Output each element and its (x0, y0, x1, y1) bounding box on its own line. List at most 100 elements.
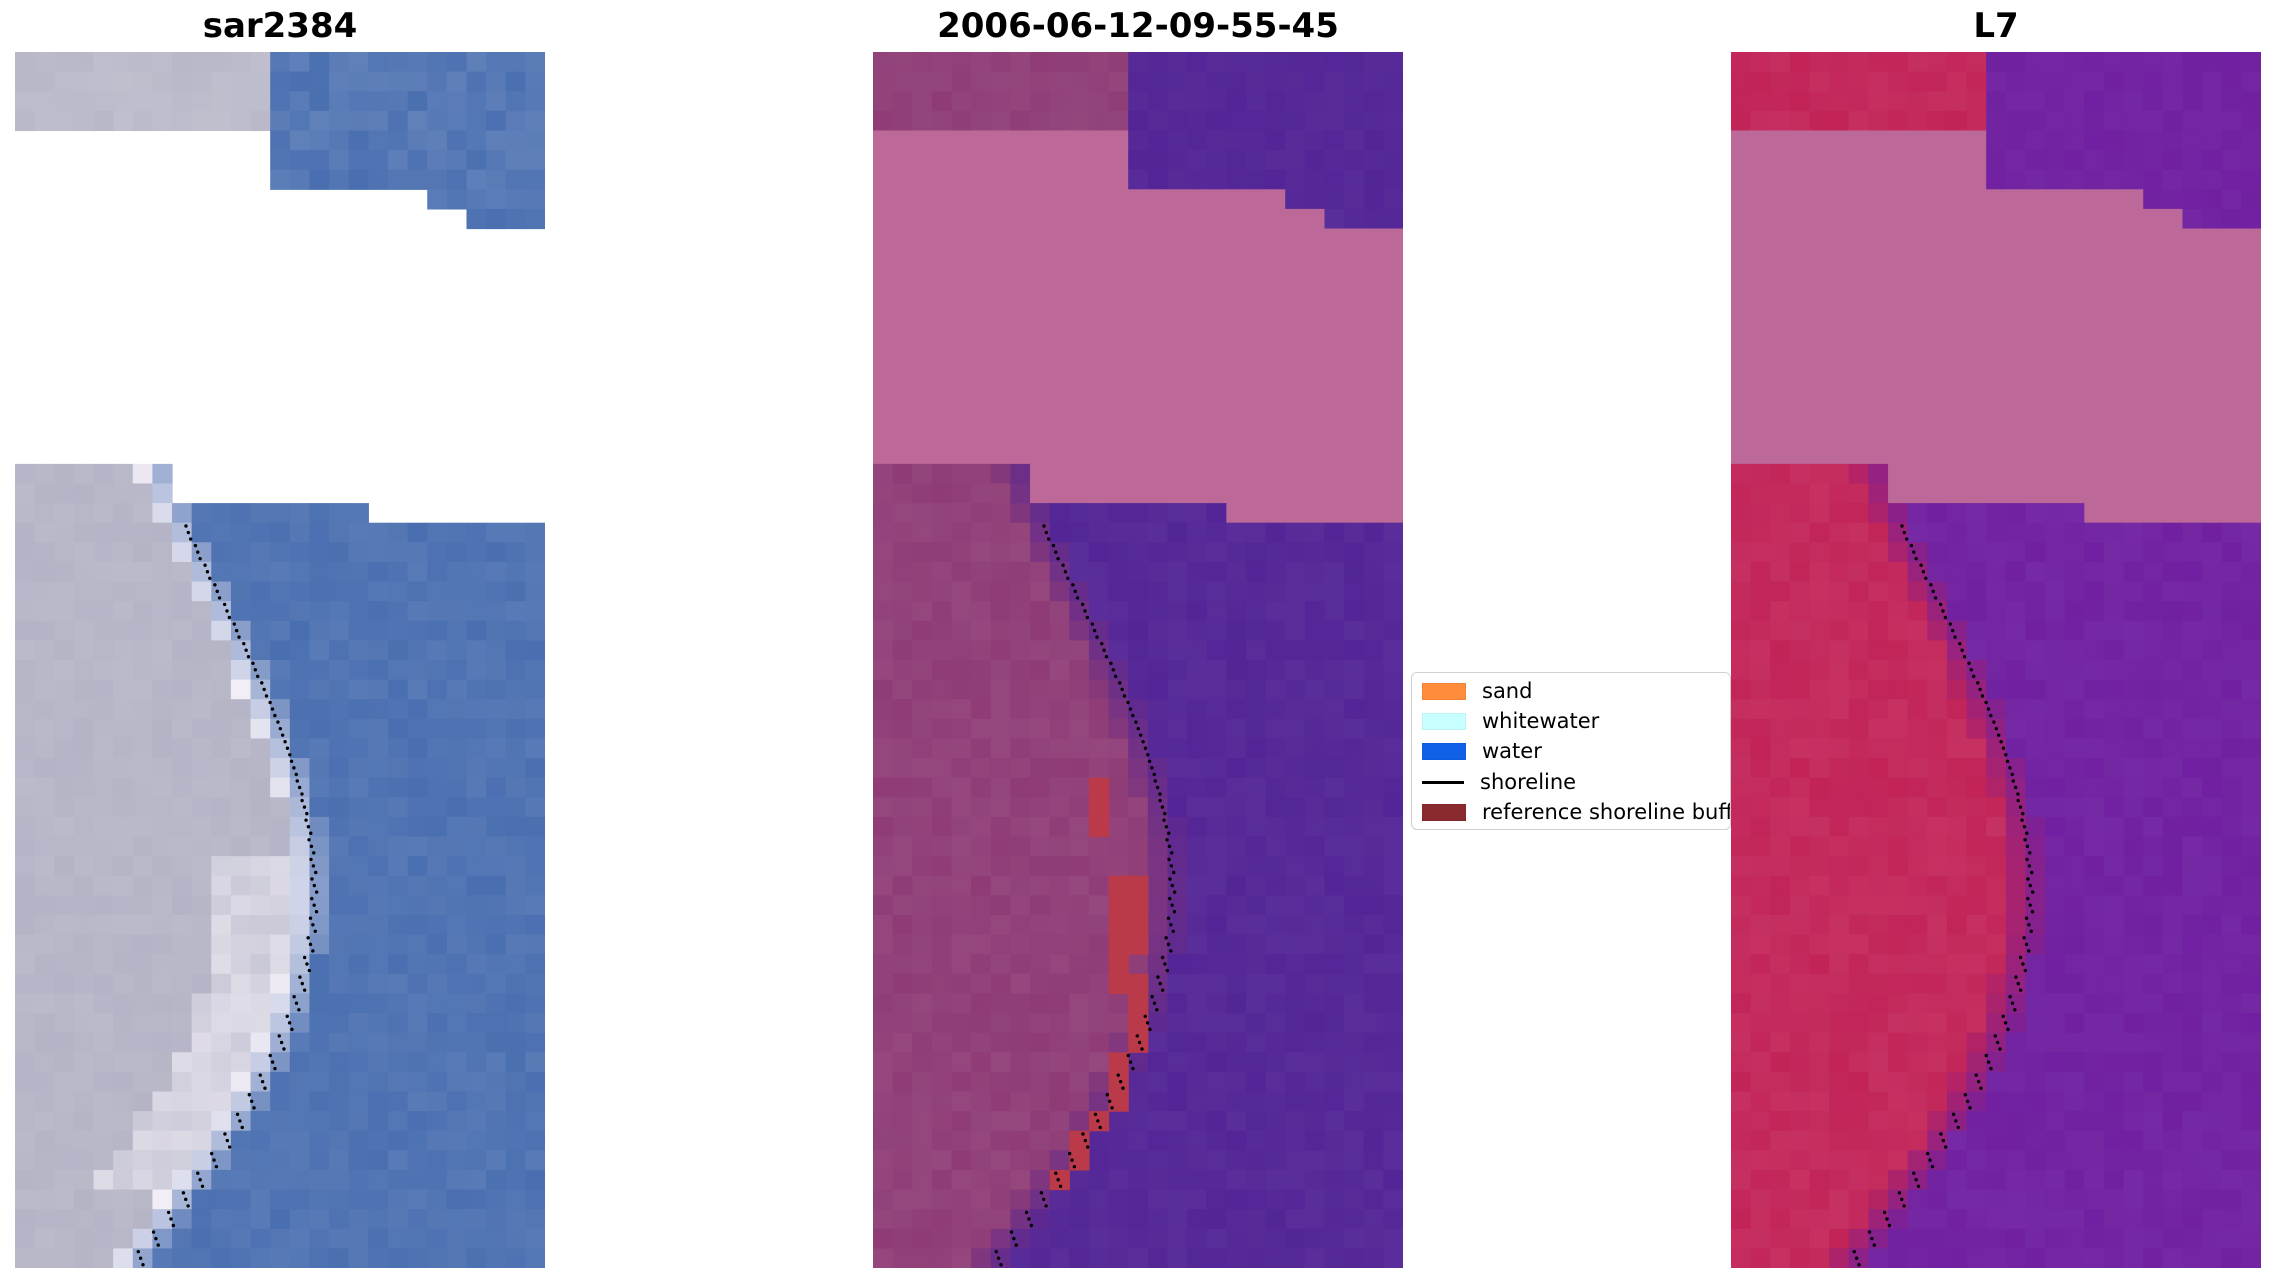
pixel-cell (211, 1189, 232, 1210)
pixel-cell (348, 581, 369, 602)
shoreline-dot (292, 766, 296, 770)
nodata-cell (1750, 424, 1771, 445)
nodata-cell (2103, 444, 2125, 465)
pixel-cell (309, 1013, 330, 1034)
pixel-cell (2182, 581, 2203, 602)
pixel-cell (1010, 797, 1031, 818)
pixel-cell (2084, 816, 2105, 838)
pixel-cell (2202, 620, 2223, 641)
pixel-cell (2045, 679, 2066, 700)
nodata-cell (1750, 189, 1771, 210)
pixel-cell (387, 1130, 409, 1151)
pixel-cell (1809, 679, 1830, 700)
pixel-cell (912, 758, 933, 779)
pixel-cell (152, 993, 173, 1014)
pixel-cell (466, 1189, 487, 1210)
pixel-cell (289, 816, 311, 838)
pixel-cell (309, 1091, 330, 1112)
pixel-cell (1226, 954, 1247, 975)
nodata-cell (2005, 326, 2027, 347)
nodata-cell (1927, 346, 1948, 367)
shoreline-dot (1075, 596, 1080, 600)
pixel-cell (1147, 52, 1169, 73)
pixel-cell (1245, 1189, 1267, 1210)
pixel-cell (525, 1189, 545, 1210)
pixel-cell (1167, 797, 1188, 818)
pixel-cell (1206, 856, 1227, 877)
nodata-cell (1010, 405, 1031, 426)
pixel-cell (912, 973, 933, 995)
nodata-cell (951, 228, 972, 249)
nodata-cell (1108, 130, 1129, 151)
pixel-cell (93, 640, 114, 661)
pixel-cell (1907, 1209, 1928, 1230)
shoreline-dot (1128, 1060, 1133, 1064)
pixel-cell (2241, 1150, 2261, 1171)
pixel-cell (971, 503, 992, 524)
pixel-cell (1927, 699, 1948, 720)
pixel-cell (971, 463, 992, 485)
pixel-cell (1848, 836, 1870, 857)
pixel-cell (1770, 797, 1791, 818)
pixel-cell (1946, 542, 1968, 563)
nodata-cell (892, 228, 913, 249)
pixel-cell (2221, 738, 2242, 759)
nodata-cell (1010, 130, 1031, 151)
pixel-cell (1750, 1091, 1771, 1112)
pixel-cell (2162, 189, 2184, 210)
pixel-cell (912, 601, 933, 622)
pixel-cell (466, 1130, 487, 1151)
pixel-cell (2221, 718, 2242, 740)
pixel-cell (1829, 758, 1850, 779)
pixel-cell (1927, 758, 1948, 779)
nodata-cell (2084, 248, 2105, 269)
pixel-cell (1344, 208, 1365, 230)
pixel-cell (191, 71, 212, 92)
nodata-cell (2143, 208, 2164, 230)
shoreline-dot (260, 681, 264, 685)
pixel-cell (1383, 836, 1403, 857)
pixel-cell (211, 522, 232, 543)
pixel-cell (1088, 914, 1110, 936)
pixel-cell (1888, 640, 1909, 661)
pixel-cell (368, 836, 389, 857)
pixel-cell (2025, 875, 2046, 896)
pixel-cell (1069, 679, 1090, 700)
pixel-cell (2025, 973, 2046, 995)
reference-buffer-cell (1128, 895, 1149, 916)
shoreline-dot (2008, 766, 2012, 770)
pixel-cell (1344, 620, 1365, 641)
pixel-cell (2202, 914, 2223, 936)
nodata-cell (931, 267, 953, 288)
nodata-cell (1789, 326, 1811, 347)
pixel-cell (2103, 777, 2125, 798)
nodata-cell (1344, 267, 1365, 288)
pixel-cell (1187, 679, 1208, 700)
pixel-cell (387, 1013, 409, 1034)
pixel-cell (1030, 875, 1051, 896)
nodata-cell (1049, 365, 1070, 387)
nodata-cell (1888, 365, 1909, 387)
pixel-cell (427, 1091, 448, 1112)
pixel-cell (1986, 91, 2007, 112)
pixel-cell (1010, 601, 1031, 622)
pixel-cell (446, 150, 468, 171)
pixel-cell (873, 1248, 894, 1268)
pixel-cell (93, 542, 114, 563)
pixel-cell (990, 1169, 1012, 1191)
pixel-cell (1206, 110, 1227, 132)
pixel-cell (2162, 934, 2184, 955)
nodata-cell (990, 306, 1012, 328)
pixel-cell (54, 561, 75, 583)
pixel-cell (1049, 522, 1070, 543)
shoreline-dot (215, 589, 219, 594)
pixel-cell (2221, 777, 2242, 798)
pixel-cell (2221, 875, 2242, 896)
pixel-cell (1147, 71, 1169, 92)
pixel-cell (1966, 91, 1987, 112)
pixel-cell (1927, 836, 1948, 857)
pixel-cell (2162, 601, 2184, 622)
pixel-cell (1128, 1169, 1149, 1191)
nodata-cell (1363, 248, 1384, 269)
pixel-cell (93, 797, 114, 818)
